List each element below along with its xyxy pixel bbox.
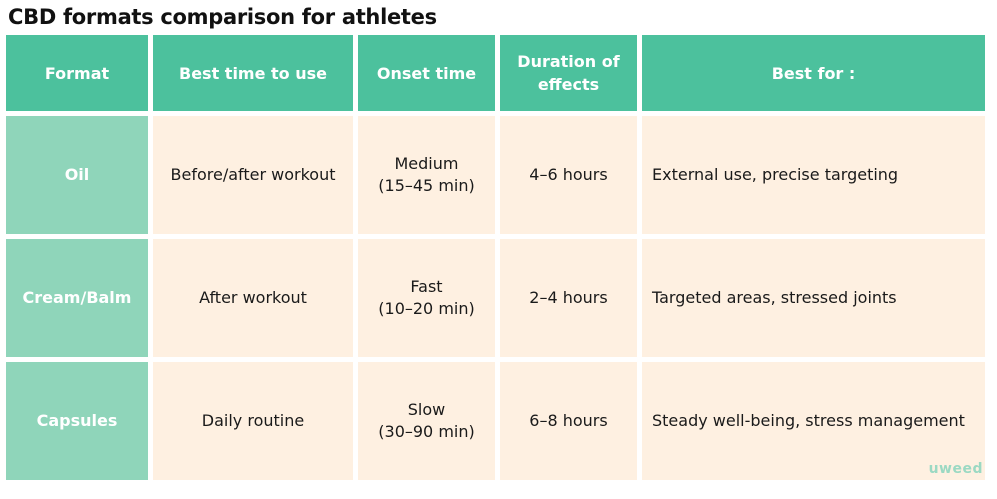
onset-range: (10–20 min) bbox=[378, 299, 475, 318]
header-best-for: Best for : bbox=[642, 35, 985, 111]
header-onset: Onset time bbox=[358, 35, 495, 111]
header-best-time: Best time to use bbox=[153, 35, 353, 111]
format-cell: Cream/Balm bbox=[6, 239, 148, 357]
onset-speed: Fast bbox=[410, 277, 443, 296]
best-for-cell: Steady well-being, stress management bbox=[642, 362, 985, 480]
best-time-cell: Before/after workout bbox=[153, 116, 353, 234]
uweed-logo: uweed bbox=[928, 461, 983, 477]
format-cell: Capsules bbox=[6, 362, 148, 480]
best-for-cell: External use, precise targeting bbox=[642, 116, 985, 234]
header-duration-line1: Duration of bbox=[517, 52, 620, 71]
duration-cell: 6–8 hours bbox=[500, 362, 637, 480]
onset-range: (15–45 min) bbox=[378, 176, 475, 195]
comparison-table: Format Best time to use Onset time Durat… bbox=[1, 30, 990, 485]
header-duration: Duration of effects bbox=[500, 35, 637, 111]
onset-speed: Slow bbox=[407, 400, 446, 419]
onset-speed: Medium bbox=[394, 154, 459, 173]
duration-cell: 4–6 hours bbox=[500, 116, 637, 234]
onset-cell: Medium (15–45 min) bbox=[358, 116, 495, 234]
table-row: Capsules Daily routine Slow (30–90 min) … bbox=[6, 362, 985, 480]
best-for-cell: Targeted areas, stressed joints bbox=[642, 239, 985, 357]
duration-cell: 2–4 hours bbox=[500, 239, 637, 357]
page-title: CBD formats comparison for athletes bbox=[8, 5, 437, 29]
onset-cell: Fast (10–20 min) bbox=[358, 239, 495, 357]
onset-cell: Slow (30–90 min) bbox=[358, 362, 495, 480]
best-time-cell: Daily routine bbox=[153, 362, 353, 480]
header-duration-line2: effects bbox=[537, 75, 600, 94]
header-format: Format bbox=[6, 35, 148, 111]
format-cell: Oil bbox=[6, 116, 148, 234]
table-row: Oil Before/after workout Medium (15–45 m… bbox=[6, 116, 985, 234]
best-time-cell: After workout bbox=[153, 239, 353, 357]
table-row: Cream/Balm After workout Fast (10–20 min… bbox=[6, 239, 985, 357]
onset-range: (30–90 min) bbox=[378, 422, 475, 441]
table-header-row: Format Best time to use Onset time Durat… bbox=[6, 35, 985, 111]
